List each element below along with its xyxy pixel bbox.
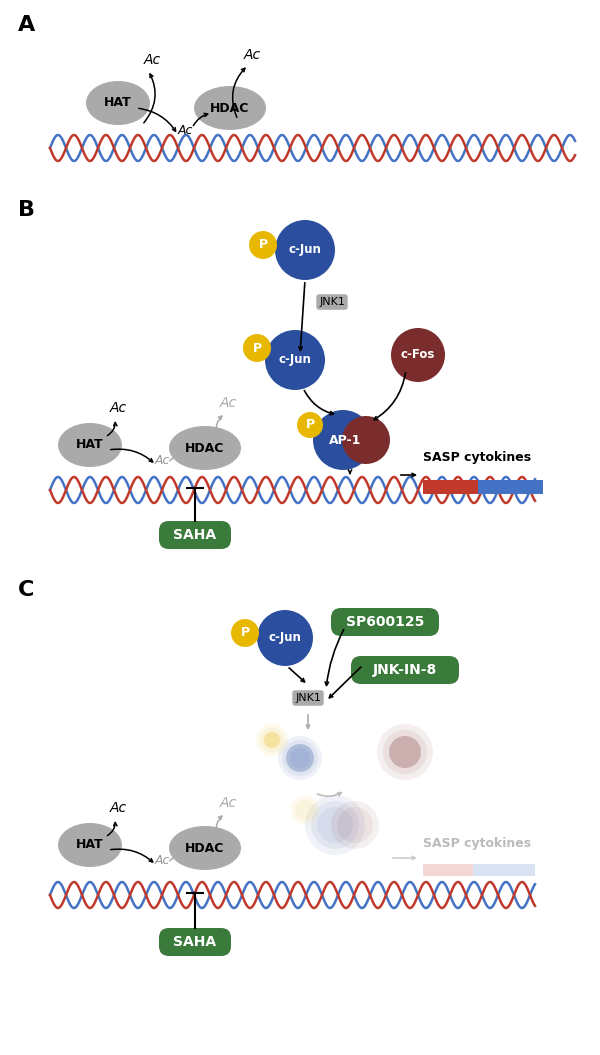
Circle shape	[295, 800, 315, 820]
Circle shape	[260, 728, 284, 752]
Text: c-Fos: c-Fos	[401, 348, 435, 362]
Text: c-Jun: c-Jun	[269, 632, 301, 645]
Ellipse shape	[194, 87, 266, 130]
Text: P: P	[305, 419, 314, 431]
Text: JNK1: JNK1	[319, 298, 345, 307]
Circle shape	[257, 610, 313, 666]
Text: SASP cytokines: SASP cytokines	[423, 452, 531, 464]
Text: Ac: Ac	[154, 853, 170, 866]
Circle shape	[311, 801, 359, 849]
FancyBboxPatch shape	[331, 608, 439, 636]
Text: JNK-IN-8: JNK-IN-8	[373, 663, 437, 677]
Ellipse shape	[86, 81, 150, 124]
Circle shape	[391, 328, 445, 382]
Bar	[478, 480, 543, 494]
Circle shape	[265, 330, 325, 390]
Text: Ac: Ac	[109, 801, 127, 816]
Circle shape	[389, 736, 421, 768]
Circle shape	[305, 795, 365, 855]
Text: P: P	[241, 627, 250, 639]
Circle shape	[383, 730, 427, 774]
Text: Ac: Ac	[178, 123, 193, 136]
Text: B: B	[18, 200, 35, 220]
Text: JNK1: JNK1	[295, 693, 321, 703]
Circle shape	[331, 801, 379, 849]
Text: HAT: HAT	[76, 439, 104, 452]
Text: HDAC: HDAC	[185, 441, 224, 455]
Text: SAHA: SAHA	[173, 528, 217, 542]
Circle shape	[317, 807, 353, 843]
Ellipse shape	[169, 826, 241, 870]
Circle shape	[297, 413, 323, 438]
Text: Ac: Ac	[220, 797, 236, 810]
Ellipse shape	[169, 426, 241, 469]
Bar	[423, 480, 478, 494]
Text: HDAC: HDAC	[185, 842, 224, 855]
Text: C: C	[18, 580, 34, 600]
Text: Ac: Ac	[220, 396, 236, 410]
Circle shape	[389, 736, 421, 768]
Circle shape	[342, 416, 390, 464]
Ellipse shape	[58, 423, 122, 467]
Circle shape	[275, 220, 335, 280]
Circle shape	[264, 732, 280, 748]
FancyBboxPatch shape	[159, 521, 231, 549]
Text: HDAC: HDAC	[211, 101, 250, 115]
Text: AP-1: AP-1	[329, 434, 361, 446]
Text: HAT: HAT	[76, 839, 104, 851]
FancyBboxPatch shape	[159, 928, 231, 956]
Text: c-Jun: c-Jun	[289, 244, 322, 256]
Text: SAHA: SAHA	[173, 935, 217, 950]
Text: A: A	[18, 15, 35, 35]
Circle shape	[249, 231, 277, 258]
Circle shape	[286, 744, 314, 772]
Circle shape	[264, 732, 280, 748]
Circle shape	[278, 736, 322, 780]
Text: HAT: HAT	[104, 96, 132, 110]
Text: SASP cytokines: SASP cytokines	[423, 837, 531, 849]
Circle shape	[291, 797, 319, 824]
Text: c-Jun: c-Jun	[278, 353, 311, 366]
Text: P: P	[259, 238, 268, 251]
Circle shape	[286, 744, 314, 772]
Text: Ac: Ac	[109, 401, 127, 415]
Circle shape	[337, 807, 373, 843]
Text: Ac: Ac	[154, 454, 170, 466]
Circle shape	[231, 619, 259, 647]
Bar	[473, 864, 535, 876]
Bar	[423, 864, 473, 876]
FancyBboxPatch shape	[351, 656, 459, 684]
Text: SP600125: SP600125	[346, 615, 424, 629]
Text: Ac: Ac	[143, 53, 161, 68]
Text: Ac: Ac	[244, 47, 260, 62]
Text: P: P	[253, 342, 262, 354]
Ellipse shape	[58, 823, 122, 867]
Circle shape	[377, 724, 433, 780]
Circle shape	[256, 724, 288, 756]
Circle shape	[243, 334, 271, 362]
Circle shape	[290, 748, 310, 768]
Circle shape	[313, 410, 373, 469]
Circle shape	[282, 740, 318, 776]
